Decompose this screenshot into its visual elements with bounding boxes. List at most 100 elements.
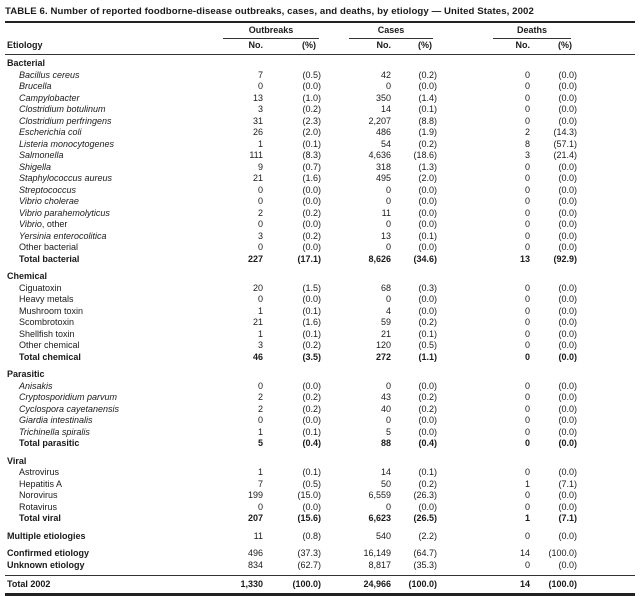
cases-no-cell: 4 [385,305,391,316]
deaths-no-cell: 0 [524,501,530,512]
etiology-cell: Total parasitic [5,438,211,450]
outbreaks-no-cell: 0 [257,219,263,229]
deaths-no-header: No. [437,38,530,55]
deaths-no-cell: 0 [524,380,530,391]
cases-no-cell: 13 [380,230,391,241]
outbreaks-pct-cell [263,55,321,70]
table-row: Brucella 0 (0.0) 0 (0.0) 0 (0.0) [5,81,635,93]
outbreaks-pct-cell: (0.0) [302,184,321,195]
table-row: Salmonella 111 (8.3) 4,636 (18.6) 3 (21.… [5,150,635,162]
table-row: Shigella 9 (0.7) 318 (1.3) 0 (0.0) [5,162,635,174]
outbreaks-pct-cell: (0.5) [302,69,321,80]
spacer-cell [577,55,635,70]
etiology-cell: Streptococcus [5,185,211,197]
deaths-no-cell: 8 [524,138,530,149]
deaths-pct-cell: (0.0) [558,328,578,339]
etiology-name-italic: Giardia intestinalis [19,415,93,425]
etiology-name: Parasitic [7,369,45,379]
outbreaks-no-cell: 0 [257,380,263,391]
table-row: Campylobacter 13 (1.0) 350 (1.4) 0 (0.0) [5,93,635,105]
spacer-cell [577,173,635,185]
cases-no-cell: 350 [375,92,391,103]
outbreaks-pct-cell: (0.1) [302,467,321,477]
cases-no-cell: 0 [385,184,391,195]
col-group-deaths: Deaths [437,23,577,39]
table-row: Hepatitis A 7 (0.5) 50 (0.2) 1 (7.1) [5,479,635,491]
etiology-name-italic: Cyclospora cayetanensis [19,403,120,414]
table-row: Listeria monocytogenes 1 (0.1) 54 (0.2) … [5,139,635,151]
spacer-cell [577,93,635,105]
etiology-name-italic: Shigella [19,161,52,172]
cases-pct-cell: (0.0) [418,294,437,304]
etiology-name-italic: Campylobacter [19,92,80,103]
etiology-cell: Parasitic [5,363,211,381]
etiology-name-italic: Vibrio [19,219,42,229]
cases-no-cell: 540 [375,530,391,541]
deaths-no-cell: 0 [524,184,530,195]
spacer-cell [577,340,635,352]
spacer-cell [577,427,635,439]
outbreaks-pct-cell [263,265,321,283]
spacer-cell [577,162,635,174]
cases-pct-cell: (0.1) [418,328,437,339]
outbreaks-no-cell: 0 [257,184,263,195]
cases-pct-cell: (0.0) [418,207,437,218]
cases-pct-cell: (26.3) [413,490,437,500]
deaths-pct-cell [530,55,577,70]
table-row: Parasitic [5,363,635,381]
deaths-pct-cell: (0.0) [558,490,578,500]
spacer-cell [577,127,635,139]
deaths-no-cell: 14 [519,548,530,558]
outbreaks-no-cell: 111 [249,150,263,160]
cases-no-cell: 6,559 [368,490,391,500]
deaths-no-cell: 0 [524,340,530,350]
deaths-no-cell: 0 [524,282,530,293]
outbreaks-no-cell: 0 [257,242,263,252]
etiology-name-italic: Vibrio parahemolyticus [19,207,110,218]
cases-no-header: No. [321,38,391,55]
etiology-name: Bacterial [7,58,46,68]
deaths-no-cell: 3 [524,150,530,160]
cases-pct-cell: (0.0) [418,81,437,91]
outbreaks-pct-header: (%) [263,38,321,55]
outbreaks-no-cell: 3 [257,340,263,350]
etiology-cell: Giardia intestinalis [5,415,211,427]
outbreaks-pct-cell: (15.0) [297,490,321,500]
etiology-cell: Shellfish toxin [5,329,211,341]
cases-pct-cell: (0.0) [418,501,437,512]
deaths-pct-cell: (0.0) [558,104,578,114]
etiology-name-italic: Trichinella spiralis [19,426,90,437]
table-row: Confirmed etiology 496 (37.3) 16,149 (64… [5,542,635,560]
cases-pct-cell [391,265,437,283]
cases-no-cell: 4,636 [368,150,391,160]
table-row: Total chemical 46 (3.5) 272 (1.1) 0 (0.0… [5,352,635,364]
spacer-cell [577,467,635,479]
table-row: Scombrotoxin 21 (1.6) 59 (0.2) 0 (0.0) [5,317,635,329]
spacer-subheader-cell [577,38,636,55]
outbreaks-no-cell: 26 [252,127,263,137]
etiology-cell: Bacterial [5,55,211,70]
outbreaks-pct-cell: (0.5) [302,478,321,489]
etiology-name-italic: Vibrio cholerae [19,196,79,206]
etiology-cell: Scombrotoxin [5,317,211,329]
cases-no-cell: 40 [380,403,391,414]
cases-pct-cell: (2.2) [418,530,437,541]
cases-no-cell: 318 [375,161,391,172]
spacer-cell [577,392,635,404]
outbreaks-pct-cell: (3.5) [302,351,321,362]
spacer-cell [577,185,635,197]
deaths-pct-cell: (92.9) [553,253,578,264]
cases-pct-cell [391,450,437,468]
cases-pct-cell: (0.0) [418,184,437,195]
deaths-no-cell: 0 [524,305,530,316]
spacer-cell [577,490,635,502]
spacer-cell [577,317,635,329]
cases-pct-cell: (2.0) [418,173,437,183]
cases-no-cell: 59 [380,317,391,327]
outbreaks-pct-cell: (2.0) [302,127,321,137]
spacer-cell [577,254,635,266]
outbreaks-no-cell [211,265,263,283]
spacer-cell [577,502,635,514]
deaths-no-cell: 0 [524,161,530,172]
outbreaks-no-cell: 7 [257,478,263,489]
